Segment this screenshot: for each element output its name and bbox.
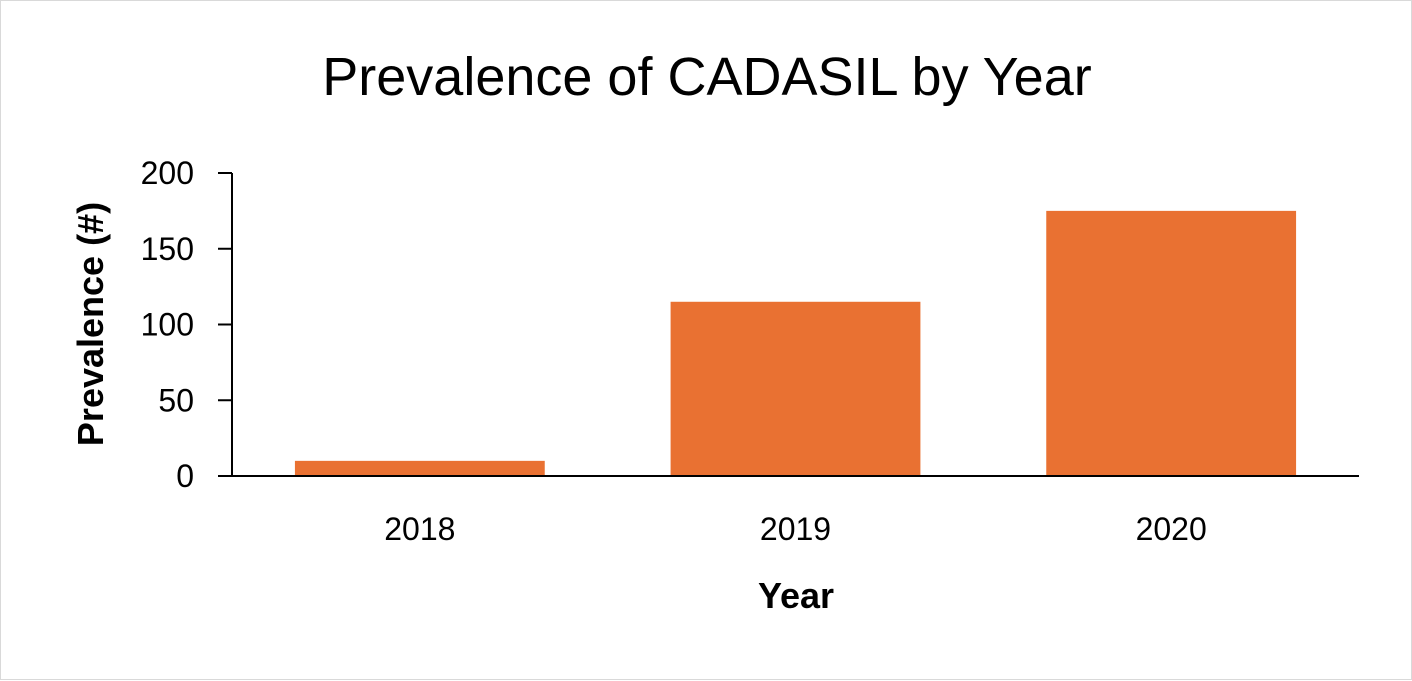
bars-group — [294, 210, 1297, 476]
x-tick-label: 2019 — [760, 511, 831, 547]
x-ticks-group: 2018 2019 2020 — [384, 511, 1207, 547]
x-axis-title: Year — [758, 575, 834, 616]
x-tick-label: 2018 — [384, 511, 455, 547]
bar-2019 — [670, 301, 921, 476]
y-tick-label: 200 — [141, 155, 194, 191]
x-tick-label: 2020 — [1136, 511, 1207, 547]
y-tick-label: 150 — [141, 231, 194, 267]
bar-2020 — [1046, 210, 1297, 476]
chart-title: Prevalence of CADASIL by Year — [322, 47, 1092, 107]
bar-2018 — [294, 460, 545, 476]
y-tick-label: 50 — [158, 382, 194, 418]
y-tick-label: 0 — [176, 458, 194, 494]
y-tick-label: 100 — [141, 307, 194, 343]
y-axis-title: Prevalence (#) — [70, 202, 111, 446]
y-ticks-group: 0 50 100 150 200 — [141, 155, 232, 494]
